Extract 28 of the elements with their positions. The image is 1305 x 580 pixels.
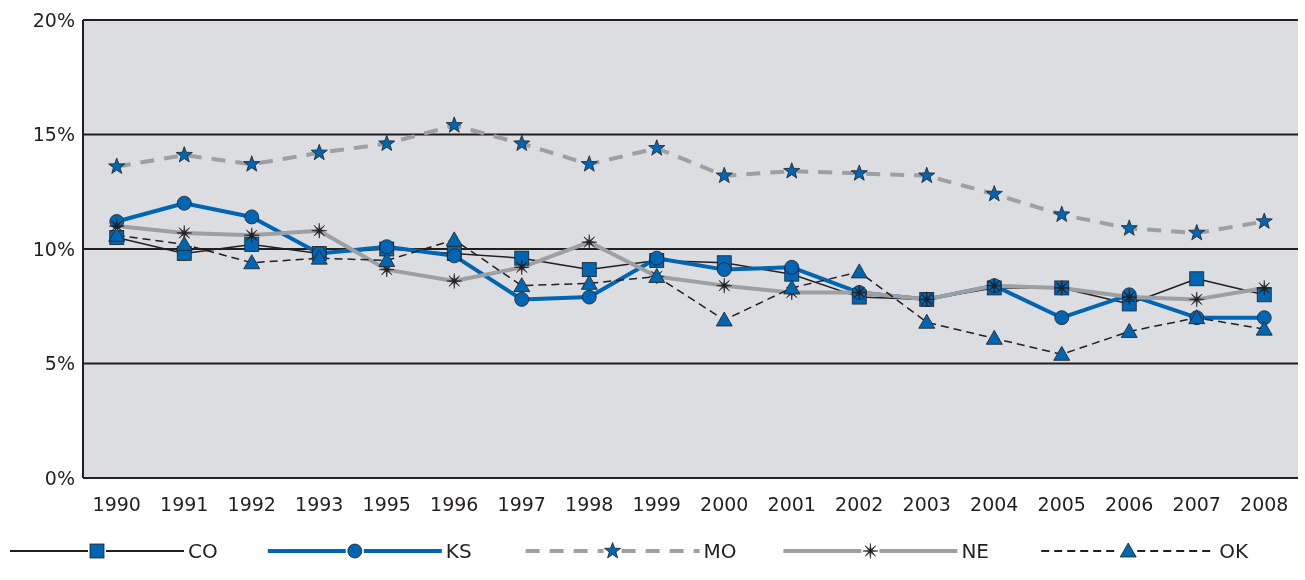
x-tick-label: 2007 [1172, 493, 1221, 516]
y-tick-label: 10% [32, 237, 75, 260]
legend-label: KS [445, 539, 472, 563]
legend-label: MO [703, 539, 737, 563]
x-tick-label: 2005 [1037, 493, 1086, 516]
x-tick-label: 1992 [227, 493, 276, 516]
x-tick-label: 1995 [362, 493, 411, 516]
x-tick-label: 1999 [632, 493, 681, 516]
x-tick-label: 1991 [160, 493, 209, 516]
x-tick-label: 2004 [970, 493, 1019, 516]
x-tick-label: 1990 [92, 493, 141, 516]
x-tick-label: 2002 [835, 493, 884, 516]
y-tick-label: 20% [32, 8, 75, 31]
y-tick-label: 5% [44, 352, 75, 375]
x-tick-label: 1997 [497, 493, 546, 516]
x-tick-label: 2008 [1240, 493, 1289, 516]
x-tick-label: 2006 [1105, 493, 1154, 516]
x-tick-label: 1996 [430, 493, 479, 516]
x-tick-label: 1993 [295, 493, 344, 516]
x-tick-label: 2003 [902, 493, 951, 516]
legend-label: OK [1219, 539, 1249, 563]
legend-label: CO [188, 539, 218, 563]
x-tick-label: 2000 [700, 493, 749, 516]
legend-label: NE [961, 539, 990, 563]
y-tick-label: 15% [32, 123, 75, 146]
x-tick-label: 1998 [565, 493, 614, 516]
y-tick-label: 0% [44, 466, 75, 489]
x-tick-label: 2001 [767, 493, 816, 516]
